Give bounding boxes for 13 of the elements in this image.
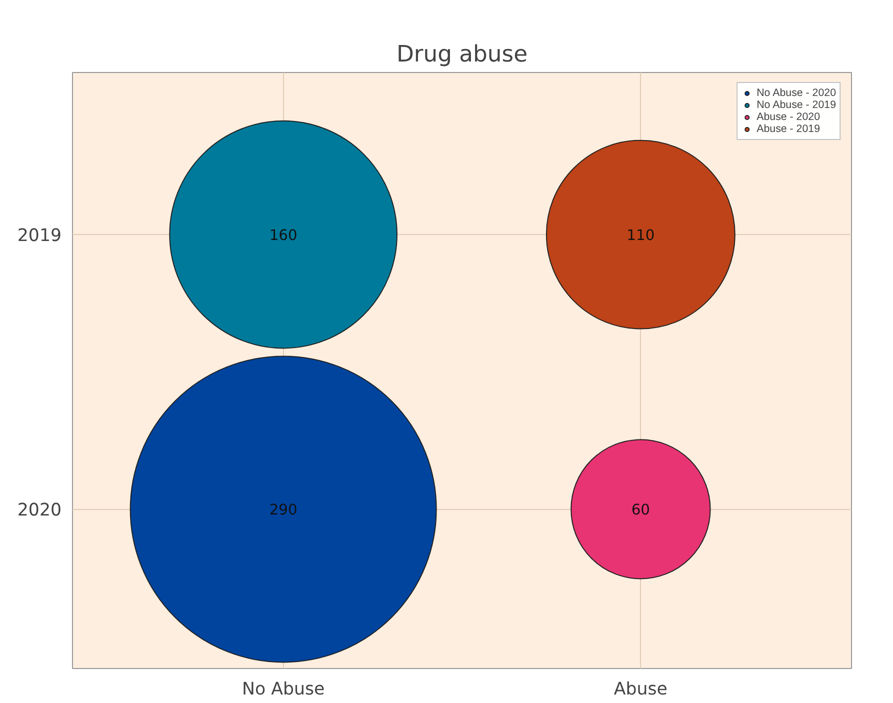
data-label: 110 — [626, 227, 655, 244]
legend-label: No Abuse - 2019 — [756, 99, 836, 111]
legend-label: No Abuse - 2020 — [756, 87, 836, 99]
data-label: 290 — [269, 502, 298, 519]
y-tick-label: 2019 — [17, 226, 62, 246]
x-tick-label: No Abuse — [242, 680, 325, 700]
legend-label: Abuse - 2019 — [756, 123, 820, 135]
data-label: 160 — [269, 227, 298, 244]
data-label: 60 — [631, 502, 650, 519]
chart-title: Drug abuse — [396, 42, 528, 68]
legend-label: Abuse - 2020 — [756, 111, 820, 123]
y-tick-label: 2020 — [17, 500, 62, 521]
x-tick-label: Abuse — [614, 680, 668, 700]
